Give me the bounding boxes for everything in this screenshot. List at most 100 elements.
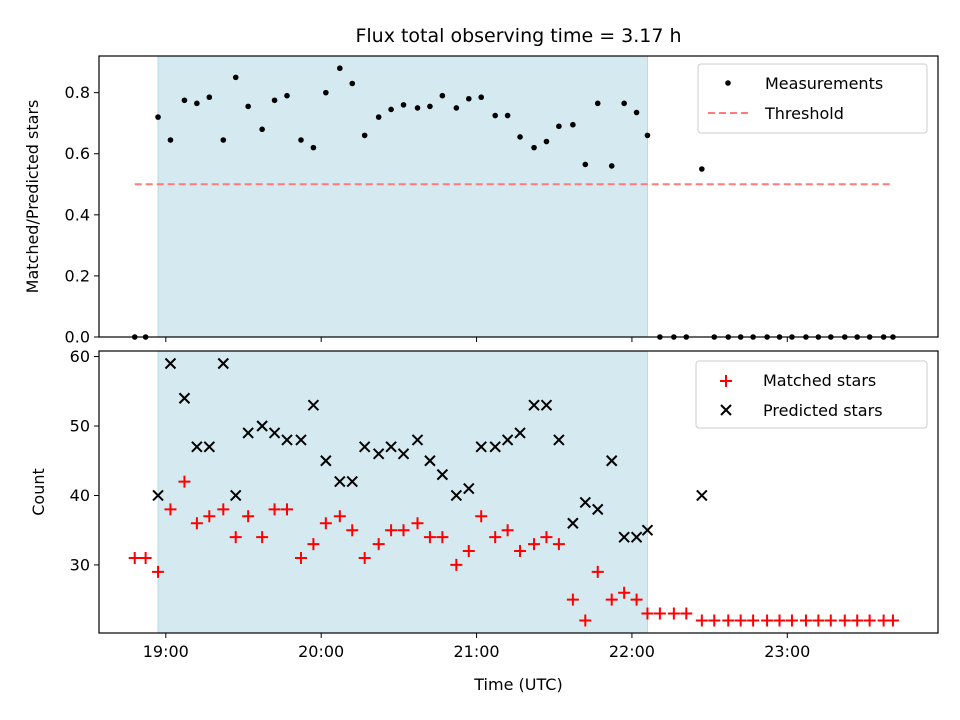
- legend-matched-label: Matched stars: [763, 371, 876, 390]
- predicted-star-point: [528, 399, 540, 411]
- matched-star-point: [436, 531, 449, 544]
- measurement-point: [155, 114, 161, 120]
- measurement-point: [582, 161, 589, 168]
- measurement-point: [284, 92, 290, 99]
- predicted-star-point: [489, 441, 501, 453]
- matched-star-point: [540, 531, 553, 544]
- measurement-point: [337, 65, 343, 72]
- ratio-marks: [131, 65, 896, 340]
- measurement-point: [699, 166, 705, 172]
- count-y-tick-label: 50: [70, 417, 90, 436]
- matched-star-point: [319, 517, 332, 530]
- measurement-point: [492, 112, 498, 119]
- matched-star-point: [722, 614, 735, 627]
- matched-star-point: [372, 538, 385, 551]
- matched-star-point: [164, 503, 177, 516]
- predicted-star-point: [346, 475, 358, 488]
- predicted-star-point: [514, 427, 526, 439]
- predicted-star-point: [450, 489, 463, 502]
- measurement-point: [375, 114, 382, 120]
- matched-star-point: [579, 614, 592, 627]
- predicted-star-point: [372, 448, 385, 460]
- matched-star-point: [423, 531, 436, 544]
- matched-star-point: [190, 517, 203, 530]
- predicted-star-point: [320, 455, 332, 467]
- predicted-star-point: [164, 357, 177, 370]
- predicted-star-point: [178, 392, 191, 404]
- predicted-star-point: [411, 434, 424, 446]
- legend-matched-marker: [720, 375, 732, 387]
- matched-star-point: [812, 614, 825, 627]
- x-tick-label: 20:00: [298, 642, 344, 661]
- predicted-star-point: [475, 441, 487, 453]
- matched-star-point: [450, 558, 463, 571]
- predicted-star-point: [203, 441, 216, 453]
- x-axis-label: Time (UTC): [473, 675, 562, 694]
- matched-star-point: [886, 614, 899, 627]
- matched-star-point: [256, 531, 269, 544]
- matched-star-point: [217, 503, 230, 516]
- matched-star-point: [397, 524, 410, 537]
- predicted-star-point: [385, 441, 397, 453]
- matched-star-point: [799, 614, 812, 627]
- measurement-point: [259, 126, 265, 133]
- predicted-star-point: [463, 482, 475, 495]
- measurement-point: [271, 97, 278, 104]
- measurement-point: [388, 106, 394, 113]
- predicted-star-point: [424, 455, 436, 467]
- measurement-point: [570, 121, 576, 128]
- observing-window-ratio: [157, 55, 648, 338]
- matched-star-point: [667, 607, 680, 620]
- ratio-y-tick-label: 0.6: [65, 144, 90, 163]
- predicted-star-point: [358, 441, 371, 453]
- predicted-star-point: [334, 475, 346, 488]
- legend-predicted-label: Predicted stars: [763, 401, 883, 420]
- matched-star-point: [294, 551, 307, 564]
- matched-star-point: [280, 503, 293, 516]
- matched-star-point: [333, 510, 346, 523]
- measurement-point: [298, 137, 304, 143]
- ratio-legend-box: [697, 63, 928, 134]
- matched-star-point: [242, 510, 255, 523]
- ratio-y-tick-label: 0.4: [65, 205, 90, 224]
- x-tick-label: 19:00: [143, 642, 189, 661]
- matched-star-point: [346, 524, 359, 537]
- predicted-star-point: [641, 524, 654, 536]
- matched-star-point: [475, 510, 488, 523]
- predicted-star-point: [501, 434, 514, 446]
- measurement-point: [556, 123, 562, 130]
- count-y-tick-label: 30: [70, 555, 90, 574]
- predicted-star-point: [436, 468, 449, 481]
- panel-ratio-frame: [98, 55, 939, 338]
- measurement-point: [349, 80, 356, 87]
- predicted-star-point: [606, 455, 618, 467]
- matched-star-point: [128, 551, 141, 564]
- measurement-point: [427, 103, 433, 110]
- matched-star-point: [747, 614, 760, 627]
- count-legend: Matched stars Predicted stars: [695, 360, 928, 429]
- matched-star-point: [462, 545, 475, 558]
- matched-star-point: [824, 614, 837, 627]
- predicted-star-point: [307, 399, 320, 411]
- chart-title: Flux total observing time = 3.17 h: [355, 25, 681, 47]
- matched-star-point: [605, 593, 618, 606]
- matched-star-point: [307, 538, 320, 551]
- matched-star-point: [680, 607, 693, 620]
- predicted-star-point: [281, 434, 293, 446]
- predicted-star-point: [295, 434, 307, 446]
- x-tick-label: 23:00: [764, 642, 810, 661]
- matched-star-point: [761, 614, 774, 627]
- matched-star-point: [785, 614, 798, 627]
- predicted-star-point: [696, 489, 708, 502]
- measurement-point: [310, 144, 317, 151]
- legend-threshold-label: Threshold: [764, 104, 844, 123]
- matched-star-point: [708, 614, 721, 627]
- matched-star-point: [528, 538, 541, 551]
- matched-star-point: [591, 565, 604, 578]
- predicted-star-point: [230, 489, 242, 502]
- measurement-point: [220, 137, 227, 143]
- count-y-tick-label: 60: [70, 347, 90, 366]
- predicted-star-point: [553, 434, 565, 446]
- predicted-star-point: [567, 517, 579, 529]
